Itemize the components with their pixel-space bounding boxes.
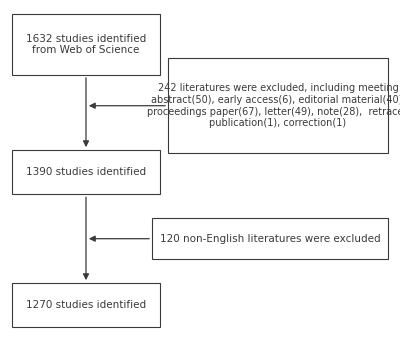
Text: 242 literatures were excluded, including meeting
abstract(50), early access(6), : 242 literatures were excluded, including… xyxy=(147,83,400,128)
Text: 1270 studies identified: 1270 studies identified xyxy=(26,300,146,310)
FancyBboxPatch shape xyxy=(12,150,160,194)
FancyBboxPatch shape xyxy=(152,218,388,259)
FancyBboxPatch shape xyxy=(168,58,388,153)
FancyBboxPatch shape xyxy=(12,14,160,75)
Text: 1390 studies identified: 1390 studies identified xyxy=(26,167,146,177)
Text: 1632 studies identified
from Web of Science: 1632 studies identified from Web of Scie… xyxy=(26,33,146,55)
Text: 120 non-English literatures were excluded: 120 non-English literatures were exclude… xyxy=(160,234,380,244)
FancyBboxPatch shape xyxy=(12,283,160,327)
